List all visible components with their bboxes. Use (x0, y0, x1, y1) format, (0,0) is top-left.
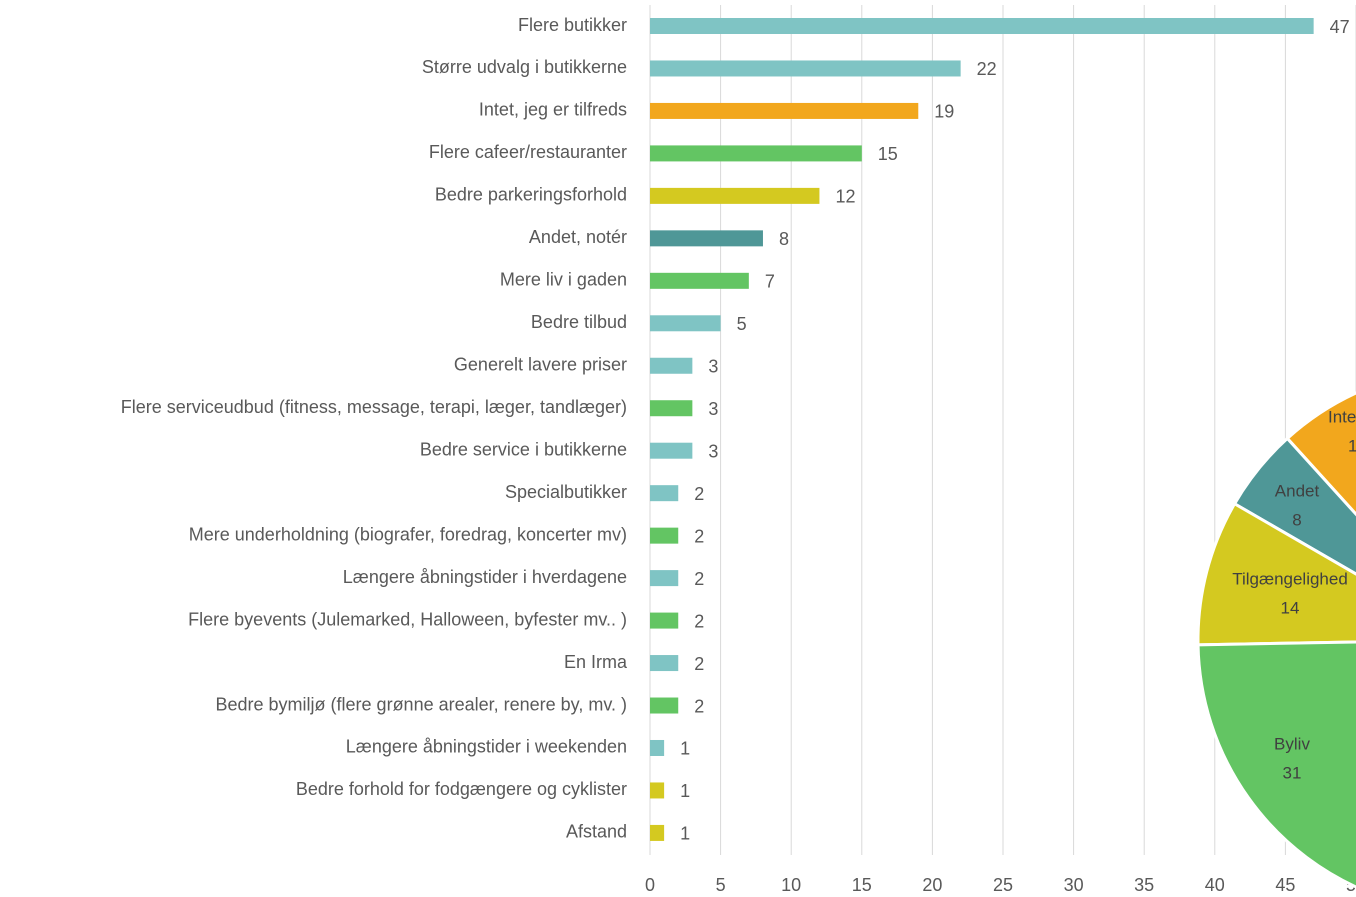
y-tick-label: Afstand (566, 822, 627, 842)
bar (650, 102, 919, 119)
data-label: 2 (694, 654, 704, 674)
data-label: 2 (694, 611, 704, 631)
bar (650, 315, 721, 332)
x-tick-label: 20 (922, 875, 942, 895)
x-tick-label: 45 (1275, 875, 1295, 895)
data-label: 2 (694, 696, 704, 716)
bar (650, 655, 679, 672)
y-tick-label: Længere åbningstider i weekenden (346, 737, 627, 757)
y-tick-label: Flere cafeer/restauranter (429, 142, 627, 162)
data-label: 12 (835, 187, 855, 207)
pie-label: Intet (1328, 407, 1356, 426)
bar (650, 527, 679, 544)
y-tick-label: En Irma (564, 652, 628, 672)
bar (650, 442, 693, 459)
bar (650, 612, 679, 629)
x-tick-label: 30 (1064, 875, 1084, 895)
y-tick-label: Bedre bymiljø (flere grønne arealer, ren… (216, 694, 627, 714)
data-label: 1 (680, 824, 690, 844)
y-tick-label: Specialbutikker (505, 482, 627, 502)
data-label: 15 (878, 144, 898, 164)
data-label: 2 (694, 526, 704, 546)
pie-value: 8 (1292, 510, 1301, 529)
data-label: 2 (694, 569, 704, 589)
bar (650, 230, 763, 247)
x-tick-label: 10 (781, 875, 801, 895)
y-tick-label: Bedre service i butikkerne (420, 439, 627, 459)
pie-slice (1285, 391, 1356, 517)
x-tick-label: 35 (1134, 875, 1154, 895)
bar (650, 272, 749, 289)
data-label: 5 (737, 314, 747, 334)
y-tick-label: Mere underholdning (biografer, foredrag,… (189, 524, 627, 544)
pie-slice (1196, 501, 1356, 647)
x-tick-label: 5 (716, 875, 726, 895)
bar (650, 824, 665, 841)
data-label: 2 (694, 484, 704, 504)
data-label: 22 (977, 59, 997, 79)
bar (650, 570, 679, 587)
y-tick-label: Bedre tilbud (531, 312, 627, 332)
bar (650, 187, 820, 204)
data-label: 47 (1330, 17, 1350, 37)
x-tick-label: 40 (1205, 875, 1225, 895)
pie-label: Byliv (1274, 734, 1310, 753)
data-label: 7 (765, 272, 775, 292)
y-tick-label: Bedre parkeringsforhold (435, 185, 627, 205)
y-tick-label: Bedre forhold for fodgængere og cykliste… (296, 779, 627, 799)
pie-slice (1196, 640, 1356, 889)
y-tick-label: Flere butikker (518, 15, 627, 35)
data-label: 8 (779, 229, 789, 249)
y-tick-label: Længere åbningstider i hverdagene (343, 567, 627, 587)
x-tick-label: 25 (993, 875, 1013, 895)
y-tick-label: Intet, jeg er tilfreds (479, 100, 627, 120)
bar (650, 697, 679, 714)
x-tick-label: 0 (645, 875, 655, 895)
bar (650, 739, 665, 756)
data-label: 1 (680, 781, 690, 801)
y-tick-label: Større udvalg i butikkerne (422, 57, 627, 77)
bar (650, 357, 693, 374)
data-label: 3 (708, 441, 718, 461)
y-tick-label: Flere byevents (Julemarked, Halloween, b… (188, 609, 627, 629)
pie-value: 31 (1283, 763, 1302, 782)
data-label: 3 (708, 357, 718, 377)
y-tick-label: Flere serviceudbud (fitness, message, te… (121, 397, 627, 417)
x-tick-label: 15 (852, 875, 872, 895)
data-label: 3 (708, 399, 718, 419)
y-tick-label: Generelt lavere priser (454, 355, 627, 375)
data-label: 19 (934, 102, 954, 122)
y-tick-label: Andet, notér (529, 227, 627, 247)
pie-label: Andet (1275, 481, 1320, 500)
pie-label: Tilgængelighed (1232, 569, 1348, 588)
data-label: 1 (680, 739, 690, 759)
bar (650, 400, 693, 417)
bar (650, 60, 961, 77)
bar (650, 782, 665, 799)
pie-value: 19 (1348, 436, 1356, 455)
pie-value: 14 (1281, 598, 1300, 617)
bar (650, 485, 679, 502)
y-tick-label: Mere liv i gaden (500, 270, 627, 290)
bar (650, 18, 1314, 34)
bar (650, 145, 862, 162)
